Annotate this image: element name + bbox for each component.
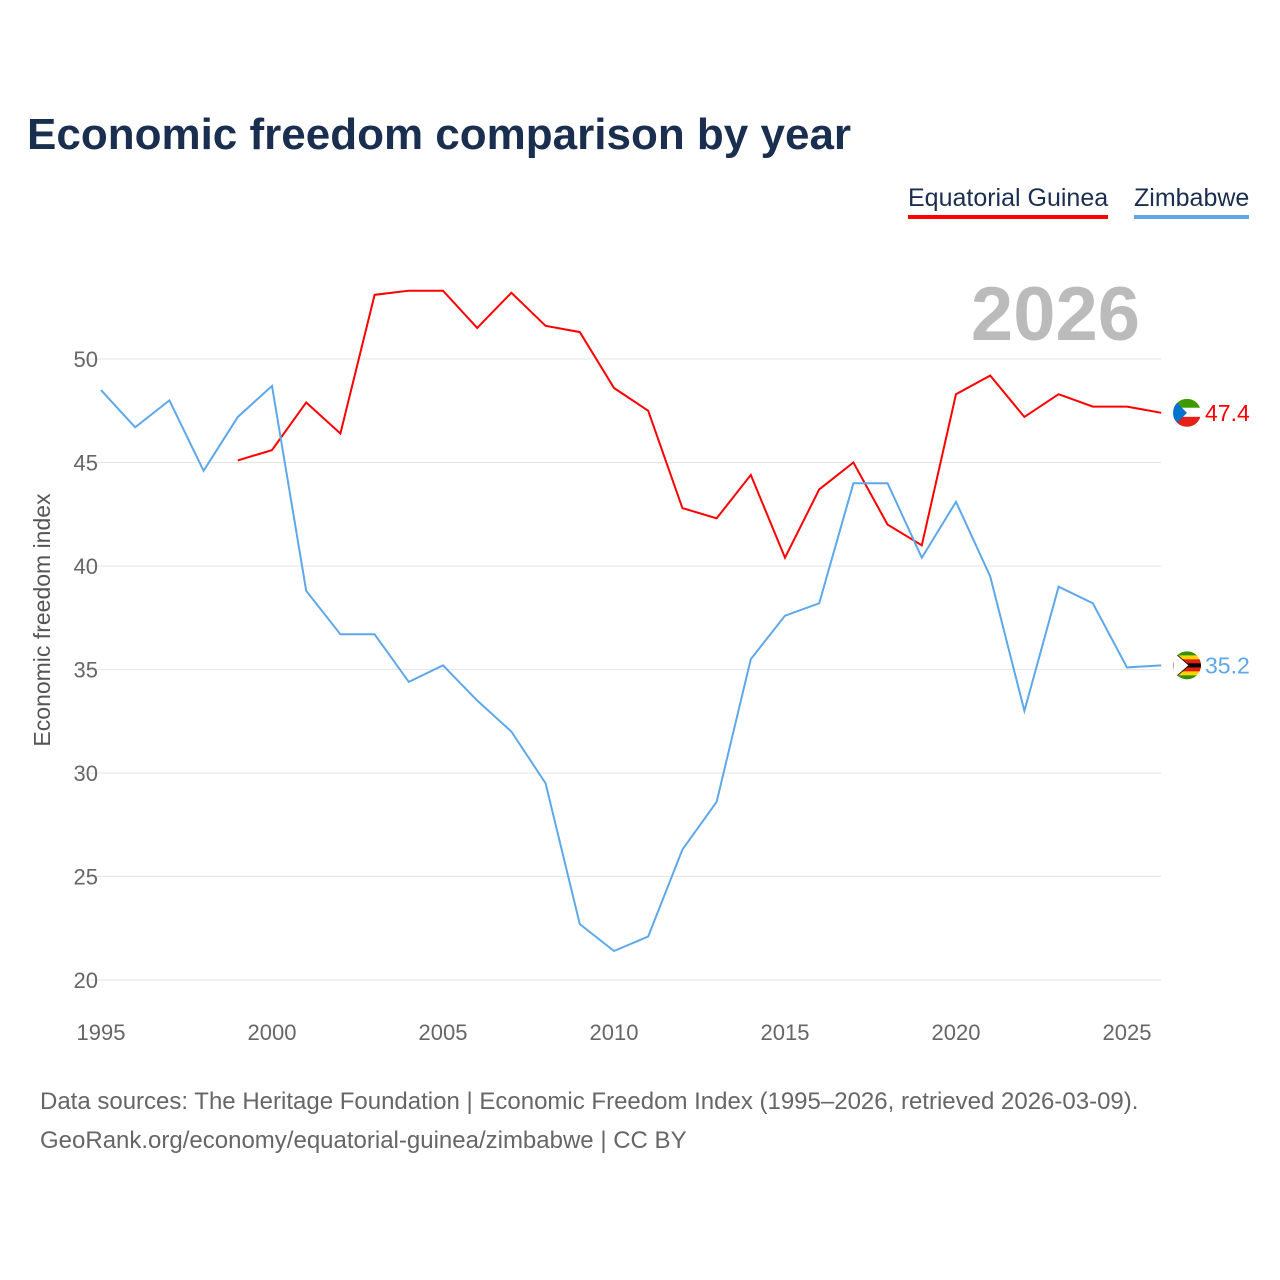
chart-title: Economic freedom comparison by year <box>27 110 852 159</box>
y-tick-label: 45 <box>74 451 98 476</box>
x-tick-label: 1995 <box>77 1020 126 1045</box>
end-value-label: 47.4 <box>1205 400 1250 426</box>
x-tick-label: 2020 <box>932 1020 981 1045</box>
y-tick-label: 25 <box>74 865 98 890</box>
y-tick-label: 20 <box>74 968 98 993</box>
y-tick-label: 50 <box>74 347 98 372</box>
year-watermark: 2026 <box>971 272 1140 357</box>
legend-equatorial-guinea[interactable]: Equatorial Guinea <box>908 184 1109 219</box>
x-tick-label: 2005 <box>419 1020 468 1045</box>
legend-zimbabwe[interactable]: Zimbabwe <box>1134 184 1250 219</box>
zimbabwe-flag-icon <box>1173 651 1201 680</box>
x-tick-label: 2015 <box>761 1020 810 1045</box>
x-tick-label: 2025 <box>1103 1020 1152 1045</box>
end-value-label: 35.2 <box>1205 652 1250 678</box>
x-tick-label: 2000 <box>248 1020 297 1045</box>
equatorial-guinea-flag-icon <box>1173 398 1201 427</box>
y-tick-label: 30 <box>74 761 98 786</box>
series-line-zimbabwe <box>100 383 1162 953</box>
y-axis-label: Economic freedom index <box>29 493 55 747</box>
footer-sources: Data sources: The Heritage Foundation | … <box>40 1088 1139 1115</box>
y-tick-label: 35 <box>74 658 98 683</box>
series-line-equatorial-guinea <box>237 289 1162 561</box>
y-tick-label: 40 <box>74 554 98 579</box>
footer-link[interactable]: GeoRank.org/economy/equatorial-guinea/zi… <box>40 1127 687 1154</box>
x-tick-label: 2010 <box>590 1020 639 1045</box>
